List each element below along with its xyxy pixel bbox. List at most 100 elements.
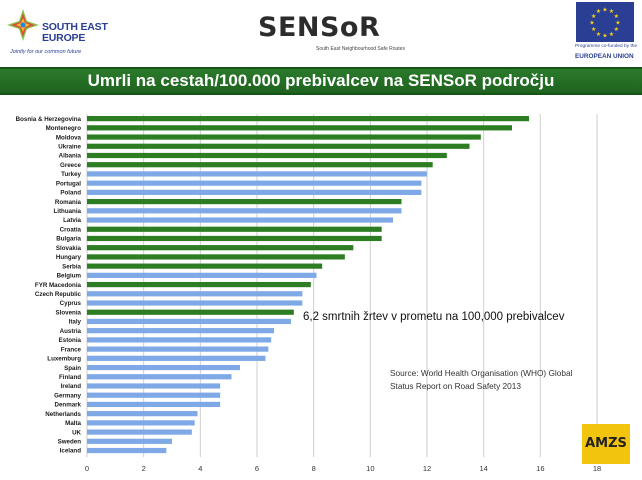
source-line-2: Status Report on Road Safety 2013 — [390, 381, 521, 391]
x-tick-label: 10 — [366, 464, 374, 473]
eu-star: ★ — [609, 8, 614, 15]
category-label: Latvia — [63, 217, 81, 224]
category-label: Austria — [60, 328, 82, 335]
category-label: Poland — [60, 190, 81, 197]
bar-poland — [87, 189, 422, 195]
bar-latvia — [87, 217, 393, 223]
category-label: Germany — [54, 392, 81, 399]
category-label: Albania — [59, 153, 82, 160]
sensor-logo: SENSoR South East Neighbourhood Safe Rou… — [258, 12, 405, 56]
x-tick-label: 18 — [593, 464, 601, 473]
bar-croatia — [87, 226, 382, 232]
eu-star: ★ — [591, 13, 596, 20]
x-tick-label: 4 — [198, 464, 202, 473]
eu-caption-1: Programme co-funded by the — [575, 44, 638, 49]
see-star-icon — [7, 9, 39, 41]
bar-germany — [87, 392, 221, 398]
category-label: FYR Macedonia — [35, 282, 82, 289]
eu-star: ★ — [596, 8, 601, 15]
bar-cyprus — [87, 300, 303, 306]
bar-denmark — [87, 401, 221, 408]
category-label: Czech Republic — [35, 291, 82, 298]
bar-moldova — [87, 134, 481, 140]
eu-caption-2: EUROPEAN UNION — [575, 53, 634, 60]
bar-bosnia-herzegovina — [87, 116, 529, 122]
bar-ireland — [87, 383, 221, 389]
x-tick-label: 6 — [255, 464, 259, 473]
bar-austria — [87, 328, 274, 334]
x-tick-label: 12 — [423, 464, 431, 473]
category-label: Ireland — [61, 383, 82, 390]
eu-star: ★ — [602, 7, 607, 14]
sensor-logo-text: SENSoR — [258, 12, 381, 43]
eu-star: ★ — [609, 31, 614, 38]
bar-albania — [87, 152, 447, 159]
category-label: Sweden — [58, 439, 82, 446]
bar-netherlands — [87, 411, 198, 417]
bar-greece — [87, 162, 433, 168]
category-label: Finland — [59, 374, 81, 381]
bar-bulgaria — [87, 235, 382, 242]
category-label: Iceland — [60, 448, 82, 455]
bar-czech-republic — [87, 291, 303, 297]
category-label: Moldova — [56, 134, 82, 141]
bar-turkey — [87, 171, 427, 177]
category-label: Slovakia — [56, 245, 82, 252]
eu-logo: ★ ★ ★ ★ ★ ★ ★ ★ ★ ★ ★ ★ Programme co-funded by the … — [575, 2, 639, 62]
category-label: Luxemburg — [47, 356, 81, 363]
eu-star: ★ — [614, 13, 619, 20]
eu-star: ★ — [589, 20, 594, 27]
bar-iceland — [87, 447, 167, 454]
category-label: Greece — [60, 162, 82, 169]
bar-montenegro — [87, 125, 512, 131]
bar-spain — [87, 364, 240, 371]
see-logo-text: SOUTH EAST EUROPE — [42, 22, 108, 44]
bar-italy — [87, 318, 291, 325]
bar-serbia — [87, 263, 323, 269]
bar-chart: Bosnia & Herzegovina Montenegro Moldova Ukr… — [16, 114, 601, 473]
category-label: Bulgaria — [56, 236, 81, 243]
category-label: Serbia — [62, 263, 81, 270]
x-tick-label: 16 — [536, 464, 544, 473]
category-label: Montenegro — [46, 125, 82, 132]
category-label: France — [61, 346, 82, 353]
bar-sweden — [87, 438, 172, 444]
x-tick-label: 14 — [479, 464, 487, 473]
bar-malta — [87, 420, 195, 426]
category-label: UK — [72, 429, 81, 436]
eu-star: ★ — [591, 26, 596, 33]
eu-star: ★ — [596, 31, 601, 38]
bar-portugal — [87, 180, 422, 186]
category-label: Malta — [65, 420, 81, 427]
x-tick-label: 8 — [312, 464, 316, 473]
sensor-logo-subtitle: South East Neighbourhood Safe Routes — [316, 46, 405, 52]
bar-hungary — [87, 254, 345, 260]
x-tick-label: 2 — [142, 464, 146, 473]
see-logo-line1: SOUTH EAST — [42, 21, 108, 33]
category-label: Spain — [64, 365, 81, 372]
eu-star: ★ — [614, 26, 619, 33]
source-line-1: Source: World Health Organisation (WHO) … — [390, 368, 573, 378]
see-logo-line2: EUROPE — [42, 32, 86, 44]
eu-star: ★ — [615, 20, 620, 27]
category-label: Ukraine — [58, 143, 81, 150]
category-label: Croatia — [60, 226, 82, 233]
bar-slovakia — [87, 245, 354, 251]
bar-france — [87, 346, 269, 352]
category-label: Slovenia — [56, 309, 82, 316]
see-tagline: Jointly for our common future — [10, 49, 82, 55]
bar-romania — [87, 198, 402, 205]
category-label: Turkey — [61, 171, 81, 178]
category-label: Denmark — [55, 402, 82, 409]
category-label: Bosnia & Herzegovina — [16, 116, 82, 123]
annotation-text: 6,2 smrtnih žrtev v prometu na 100,000 p… — [303, 311, 565, 323]
x-tick-label: 0 — [85, 464, 89, 473]
bar-uk — [87, 429, 192, 435]
see-programme-logo: SOUTH EAST EUROPE Jointly for our common… — [4, 6, 134, 58]
category-label: Romania — [55, 199, 82, 206]
category-label: Hungary — [56, 254, 82, 261]
bar-lithuania — [87, 208, 402, 214]
bar-slovenia — [87, 309, 294, 315]
bar-belgium — [87, 272, 317, 278]
category-label: Cyprus — [60, 300, 82, 307]
